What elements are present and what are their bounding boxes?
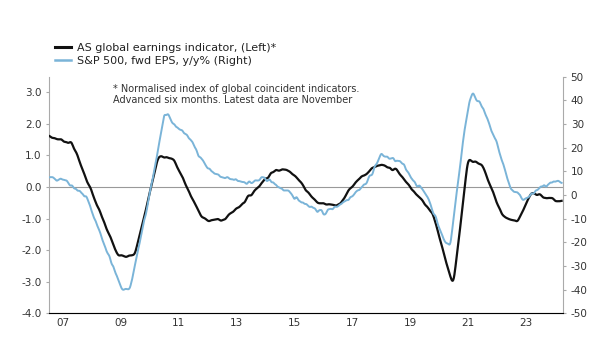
- Text: * Normalised index of global coincident indicators.
Advanced six months. Latest : * Normalised index of global coincident …: [113, 84, 360, 105]
- Legend: AS global earnings indicator, (Left)*, S&P 500, fwd EPS, y/y% (Right): AS global earnings indicator, (Left)*, S…: [54, 43, 276, 66]
